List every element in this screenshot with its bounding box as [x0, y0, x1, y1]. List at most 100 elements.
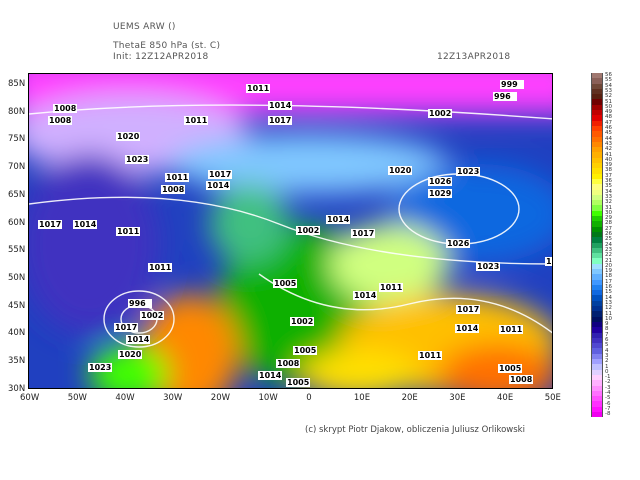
colorbar-swatch [591, 73, 603, 79]
colorbar-swatch [591, 78, 603, 84]
colorbar-label: 19 [605, 268, 612, 275]
isobar-label: 1011 [117, 227, 140, 236]
colorbar-label: 18 [605, 273, 612, 280]
credits: (c) skrypt Piotr Djakow, obliczenia Juli… [305, 425, 525, 435]
colorbar-label: 54 [605, 82, 612, 89]
colorbar-label: 29 [605, 215, 612, 222]
lat-label: 80N [8, 106, 26, 117]
colorbar-label: 45 [605, 130, 612, 137]
lon-label: 30E [449, 393, 466, 403]
colorbar-swatch [591, 337, 603, 344]
isobar-label-bg [273, 279, 297, 288]
lon-label: 20E [401, 393, 418, 403]
colorbar-label: 40 [605, 156, 612, 163]
colorbar-swatch [591, 216, 603, 222]
isobar-label-bg [268, 101, 292, 110]
isobar-label-bg [246, 84, 270, 93]
colorbar-label: -3 [605, 384, 611, 391]
colorbar-swatch [591, 348, 603, 354]
colorbar-swatch [591, 205, 603, 211]
colorbar-label: 22 [605, 252, 612, 259]
isobar-label-bg [545, 257, 552, 266]
isobar-label-bg [290, 317, 314, 326]
isobar-label-bg [73, 220, 97, 229]
colorbar-label: 0 [605, 368, 609, 375]
colorbar-swatch [591, 369, 603, 375]
colorbar-label: 48 [605, 114, 612, 121]
isobar-label-bg [455, 324, 479, 333]
colorbar-label: 46 [605, 125, 612, 131]
isobar-label-bg [118, 350, 142, 359]
colorbar-swatch [591, 279, 603, 285]
lat-label: 65N [8, 189, 26, 200]
colorbar-swatch [591, 247, 603, 254]
isobar-label: 1017 [352, 229, 374, 238]
isobar-label-bg [476, 262, 500, 271]
lon-label: 40W [115, 393, 135, 403]
isobar-label: 1008 [510, 375, 533, 384]
isobar-label: 1023 [126, 155, 148, 164]
colorbar-swatch [591, 390, 603, 397]
isobar-label-bg [351, 229, 375, 238]
isobar-label-bg [116, 132, 140, 141]
colorbar-swatch [591, 194, 603, 201]
colorbar-label: 24 [605, 241, 612, 248]
colorbar-swatch [591, 221, 603, 227]
lat-label: 55N [8, 245, 26, 256]
colorbar-label: 55 [605, 77, 612, 84]
colorbar-swatch [591, 136, 603, 142]
colorbar-label: -2 [605, 379, 611, 386]
isobar-label: 1020 [117, 132, 140, 141]
colorbar-label: 9 [605, 321, 609, 328]
isobar-label-bg [48, 116, 72, 125]
colorbar-label: 37 [605, 172, 612, 179]
colorbar-label: 16 [605, 284, 612, 290]
isobar-label-bg [428, 109, 452, 118]
isobar-label: 1017 [39, 220, 61, 229]
colorbar-label: 41 [605, 151, 612, 158]
colorbar-swatch [591, 359, 603, 365]
colorbar-swatch [591, 290, 603, 296]
isobar-label-bg [126, 335, 150, 344]
colorbar-swatch [591, 364, 603, 370]
lon-label: 30W [163, 393, 183, 403]
isobar-label: 1011 [247, 84, 270, 93]
colorbar-swatch [591, 380, 603, 386]
lat-label: 50N [8, 272, 26, 283]
isobar-label: 1002 [291, 317, 313, 326]
lon-label: 40E [497, 393, 514, 403]
isobar-label: 996 [129, 299, 146, 308]
isobar-label-bg [296, 226, 320, 235]
isobar-label: 1005 [294, 346, 317, 355]
isobar-label: 1008 [49, 116, 72, 125]
colorbar-label: 53 [605, 87, 612, 94]
isobar-label: 1017 [269, 116, 291, 125]
colorbar-swatch [591, 147, 603, 153]
isobar-label: 1017 [209, 170, 231, 179]
lon-label: 50W [67, 393, 87, 403]
lon-label: 50E [544, 393, 561, 403]
isobar-label-bg [38, 220, 62, 229]
isobar-label: 1011 [380, 283, 403, 292]
colorbar-swatch [591, 184, 603, 190]
isobar-label-bg [493, 92, 517, 101]
isobar-label-bg [418, 351, 442, 360]
colorbar-swatch [591, 173, 603, 179]
isobar-label: 1023 [546, 257, 553, 266]
isobar-label-bg [456, 305, 480, 314]
isobar-label-bg [165, 173, 189, 182]
colorbar-label: 10 [605, 315, 612, 322]
isobar-label: 1005 [499, 364, 522, 373]
colorbar-swatch [591, 226, 603, 232]
colorbar-swatch [591, 401, 603, 407]
lat-label: 70N [8, 162, 26, 173]
colorbar-label: 1 [605, 363, 609, 370]
isobar-label-bg [125, 155, 149, 164]
lon-label: 10W [258, 393, 278, 403]
colorbar-swatch [591, 316, 603, 322]
colorbar-swatch [591, 306, 603, 312]
isobar-label-bg [456, 167, 480, 176]
isobar-label: 1017 [115, 323, 137, 332]
isobar-label: 1023 [477, 262, 499, 271]
isobar-label-bg [88, 363, 112, 372]
